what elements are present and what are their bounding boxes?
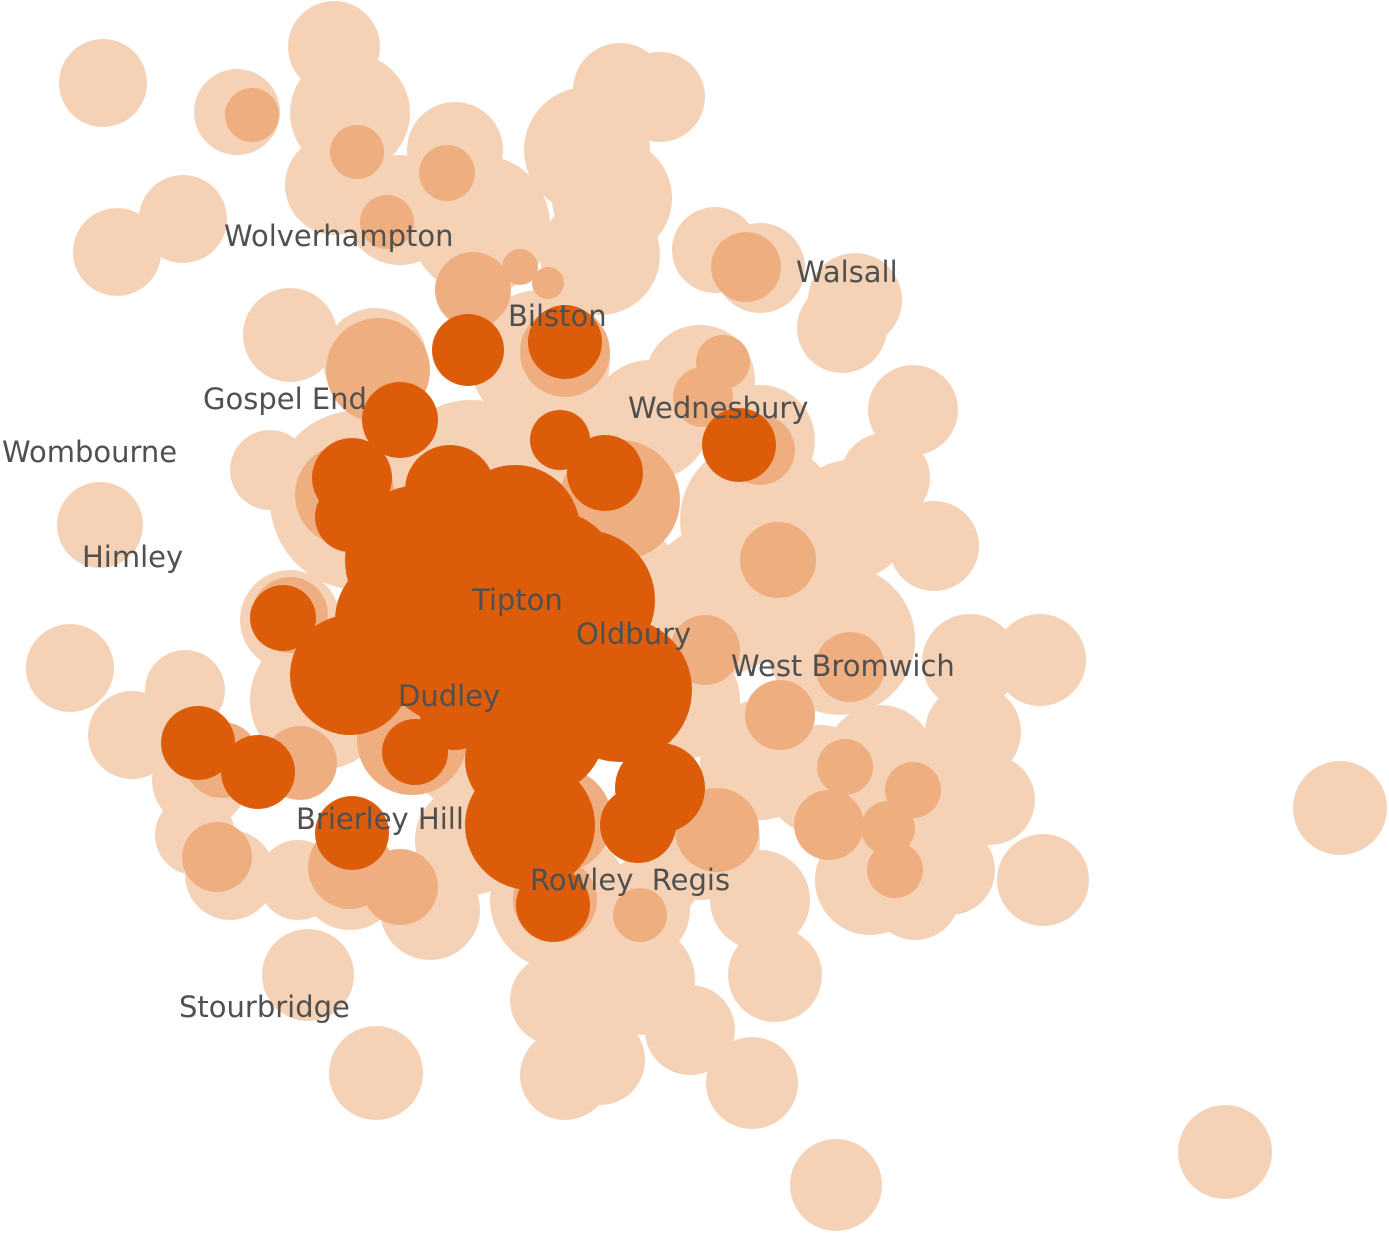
bubble-mid	[817, 739, 873, 795]
bubble-low	[59, 39, 147, 127]
bubble-high	[528, 305, 602, 379]
label-wednesbury: Wednesbury	[628, 391, 808, 425]
bubble-mid	[794, 790, 864, 860]
bubble-low	[790, 1139, 882, 1231]
bubble-high	[516, 868, 590, 942]
bubble-high	[382, 719, 448, 785]
bubble-low	[994, 614, 1086, 706]
bubble-high	[161, 706, 235, 780]
bubble-low	[889, 501, 979, 591]
bubble-low	[706, 1037, 798, 1129]
bubble-low	[243, 288, 337, 382]
bubbles-high-tier	[161, 305, 776, 942]
bubble-high	[520, 580, 640, 700]
bubble-mid	[419, 145, 475, 201]
bubble-mid	[861, 801, 915, 855]
label-walsall: Walsall	[796, 255, 898, 289]
bubble-low	[645, 985, 735, 1075]
bubble-mid	[225, 88, 279, 142]
bubble-mid	[435, 252, 511, 328]
place-labels: Wolverhampton Walsall Bilston Gospel End…	[2, 219, 955, 1024]
bubble-low	[710, 850, 810, 950]
bubble-mid	[867, 842, 923, 898]
bubble-low	[262, 929, 354, 1021]
bubble-low	[868, 365, 958, 455]
bubble-low	[922, 614, 1018, 710]
bubble-low	[945, 755, 1035, 845]
bubble-low	[997, 834, 1089, 926]
label-wolverhampton: Wolverhampton	[224, 219, 454, 253]
bubble-mid	[673, 367, 733, 427]
bubble-low	[26, 624, 114, 712]
bubble-mid	[532, 267, 564, 299]
bubble-high	[600, 787, 676, 863]
bubble-mid	[711, 232, 781, 302]
bubble-low	[510, 955, 600, 1045]
label-bilston: Bilston	[508, 299, 607, 333]
bubble-mid	[815, 632, 885, 702]
label-dudley: Dudley	[398, 679, 500, 713]
bubble-high	[221, 735, 295, 809]
bubble-mid	[182, 822, 252, 892]
bubble-mid	[360, 195, 414, 249]
bubble-low	[57, 482, 143, 568]
bubble-mid	[740, 522, 816, 598]
bubble-low	[139, 175, 227, 263]
label-rowley-regis: Rowley Regis	[530, 863, 730, 897]
bubble-low	[540, 195, 660, 315]
bubble-low	[329, 1026, 423, 1120]
bubble-high	[335, 555, 465, 685]
bubble-high	[567, 435, 643, 511]
label-oldbury: Oldbury	[576, 617, 691, 651]
label-tipton: Tipton	[471, 583, 563, 617]
bubble-mid	[613, 888, 667, 942]
bubble-mid	[330, 125, 384, 179]
bubble-low	[1178, 1105, 1272, 1199]
label-stourbridge: Stourbridge	[179, 990, 350, 1024]
bubble-high	[432, 314, 504, 386]
bubble-high	[315, 796, 389, 870]
label-himley: Himley	[82, 540, 183, 574]
bubble-mid	[502, 249, 538, 285]
bubble-low	[73, 208, 161, 296]
bubble-high	[250, 585, 316, 651]
bubble-low	[88, 691, 176, 779]
bubble-low	[905, 825, 995, 915]
bubble-high	[362, 382, 438, 458]
label-west-bromwich: West Bromwich	[731, 649, 955, 683]
bubble-high	[702, 408, 776, 482]
bubble-low	[1293, 761, 1387, 855]
bubble-low	[797, 283, 887, 373]
bubble-mid	[362, 849, 438, 925]
bubble-low	[230, 430, 310, 510]
label-brierley-hill: Brierley Hill	[296, 802, 464, 836]
label-gospel-end: Gospel End	[203, 382, 367, 416]
bubble-high	[465, 705, 575, 815]
bubble-low	[728, 928, 822, 1022]
bubble-mid	[745, 680, 815, 750]
label-wombourne: Wombourne	[2, 435, 177, 469]
